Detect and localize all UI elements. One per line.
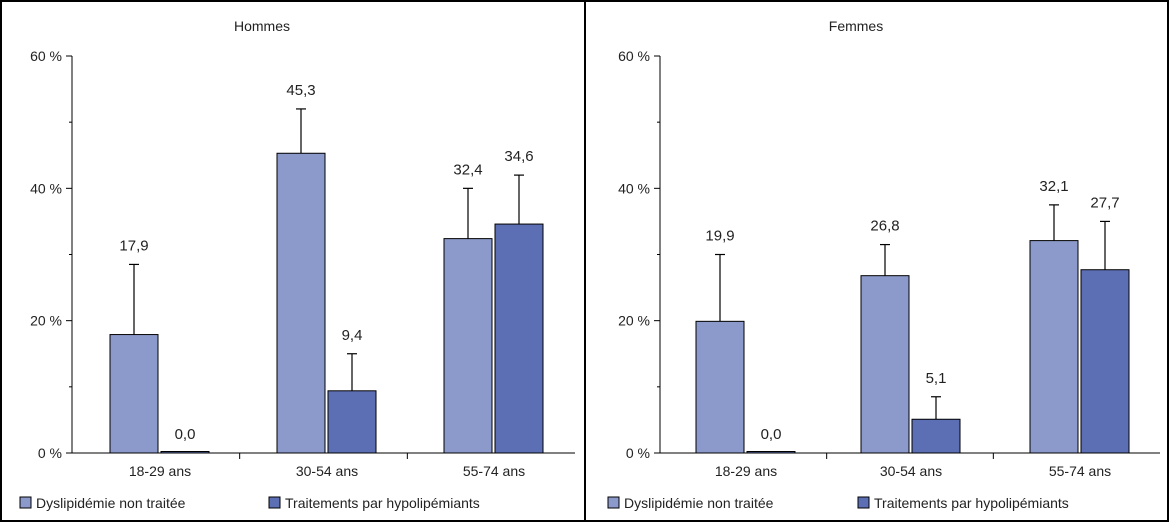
y-tick-label: 60 % [618,48,650,64]
data-label: 0,0 [761,426,782,443]
y-tick-label: 20 % [618,313,650,329]
y-tick-label: 40 % [30,180,62,196]
bar-dyslipidemie-2 [1029,240,1079,454]
data-label: 0,0 [175,426,196,443]
bar-traitements-0 [160,451,210,454]
x-tick-label: 30-54 ans [296,463,358,479]
panel-title: Hommes [234,18,290,34]
data-label: 19,9 [705,228,734,245]
chart-panel-1: Femmes 0 % 20 % 40 % 60 % 18-29 ans 30-54 ans 5… [607,18,1160,511]
bar-traitements-0 [746,451,796,454]
legend-label: Dyslipidémie non traitée [36,495,186,511]
data-label: 32,4 [453,161,482,178]
bar-traitements-2 [1080,269,1130,454]
y-tick-label: 40 % [618,180,650,196]
data-label: 34,6 [504,148,533,165]
legend-swatch-dyslipidemie [19,496,32,509]
bar-dyslipidemie-1 [860,275,910,454]
data-label: 26,8 [870,218,899,235]
y-tick-label: 20 % [30,313,62,329]
y-tick-label: 60 % [30,48,62,64]
bar-dyslipidemie-2 [443,238,493,454]
legend-swatch-traitements [857,496,870,509]
bar-dyslipidemie-0 [109,334,159,454]
y-tick-label: 0 % [38,445,62,461]
legend-label: Traitements par hypolipémiants [874,495,1069,511]
data-label: 27,7 [1090,194,1119,211]
data-label: 32,1 [1039,178,1068,195]
y-tick-label: 0 % [626,445,650,461]
legend-swatch-traitements [268,496,281,509]
data-label: 5,1 [926,370,947,387]
bar-dyslipidemie-0 [695,320,745,454]
bar-dyslipidemie-1 [276,152,326,454]
legend-label: Dyslipidémie non traitée [624,495,774,511]
bar-traitements-1 [327,390,377,454]
bar-traitements-2 [494,223,544,454]
legend-swatch-dyslipidemie [607,496,620,509]
x-tick-label: 55-74 ans [463,463,525,479]
x-tick-label: 55-74 ans [1049,463,1111,479]
x-tick-label: 18-29 ans [129,463,191,479]
bar-traitements-1 [911,418,961,454]
data-label: 17,9 [119,237,148,254]
legend-label: Traitements par hypolipémiants [285,495,480,511]
panel-title: Femmes [829,18,883,34]
x-tick-label: 30-54 ans [880,463,942,479]
x-tick-label: 18-29 ans [715,463,777,479]
data-label: 45,3 [286,82,315,99]
chart-panel-0: Hommes 0 % 20 % 40 % 60 % 18-29 ans 30-54 ans 5… [19,18,575,511]
data-label: 9,4 [342,327,363,344]
